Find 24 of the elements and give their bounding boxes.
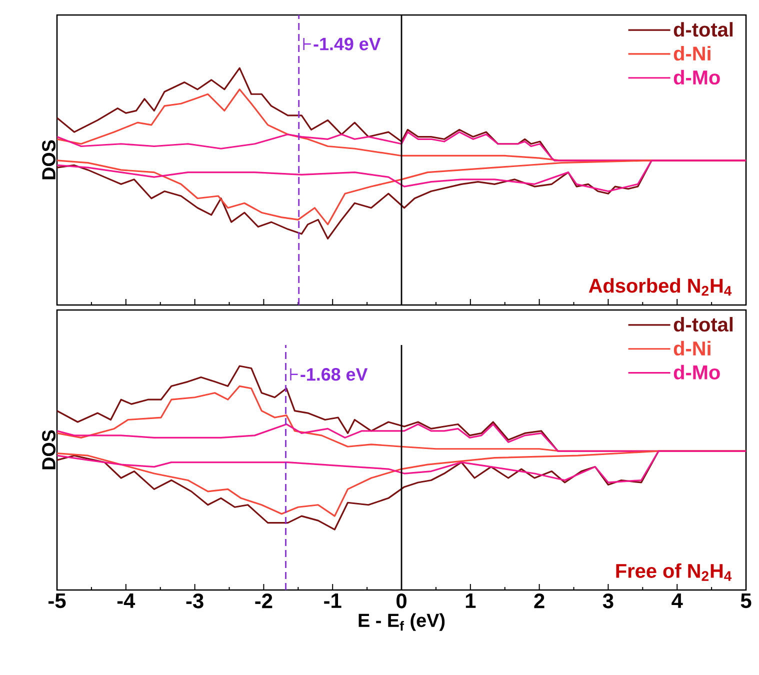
ref-line-label: -1.49 eV <box>314 38 381 50</box>
annotation: Free of N$_{2}$H$_{4}$ <box>616 563 732 581</box>
x-tick-label: 2 <box>534 594 544 608</box>
legend-label: d-total <box>674 22 733 37</box>
y-axis-title: DOS <box>42 430 56 470</box>
x-tick-label: 4 <box>672 594 683 608</box>
x-tick-label: 0 <box>396 594 406 608</box>
x-tick-label: 5 <box>740 594 752 608</box>
x-tick-label: -5 <box>48 594 66 608</box>
ref-line-label: -1.68 eV <box>300 368 368 381</box>
legend-label: d-Ni <box>674 340 710 356</box>
x-tick-label: 1 <box>466 594 476 608</box>
x-tick-label: 3 <box>602 594 614 608</box>
x-tick-label: -1 <box>324 594 342 608</box>
legend-label: d-total <box>674 316 733 332</box>
x-tick-label: -3 <box>186 594 204 608</box>
x-tick-label: -4 <box>117 594 136 608</box>
legend-label: d-Ni <box>674 46 710 61</box>
legend-label: d-Mo <box>674 364 720 380</box>
annotation: Adsorbed N$_{2}$H$_{4}$ <box>588 278 732 296</box>
y-axis-title: DOS <box>42 140 56 180</box>
x-axis-title: E - E$_{f}$ (eV) <box>358 613 445 631</box>
x-tick-label: -2 <box>255 594 272 608</box>
legend-label: d-Mo <box>674 70 720 85</box>
